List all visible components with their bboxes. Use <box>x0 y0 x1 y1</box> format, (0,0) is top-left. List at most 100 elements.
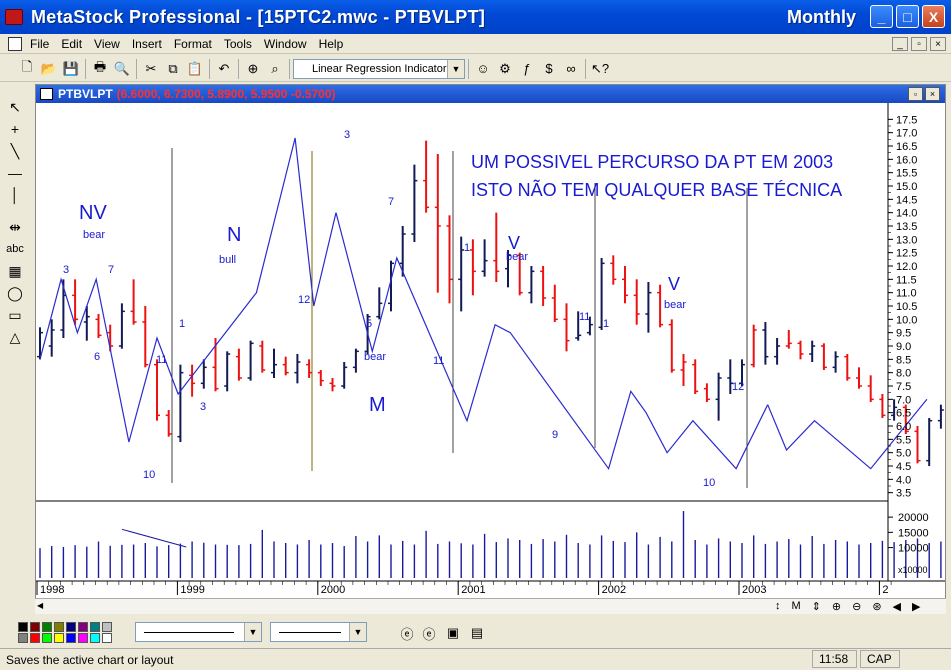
mdi-minimize-icon[interactable]: _ <box>892 37 908 51</box>
color-swatch[interactable] <box>102 622 112 632</box>
price-axis-label: 9.0 <box>896 341 911 353</box>
toolbar-separator <box>468 58 469 79</box>
text-tool-icon[interactable]: abc <box>6 243 24 255</box>
color-swatch[interactable] <box>78 622 88 632</box>
paste-icon[interactable]: 📋 <box>186 60 204 76</box>
color-swatch[interactable] <box>30 622 40 632</box>
menu-help[interactable]: Help <box>318 36 344 51</box>
zoom-icon[interactable]: ⌕ <box>271 60 279 76</box>
color-swatch[interactable] <box>66 622 76 632</box>
wave-count-label: 12 <box>732 381 744 393</box>
zoom-reset-icon[interactable]: ⊛ <box>872 601 882 613</box>
crosshair-tool-icon[interactable]: + <box>10 121 20 137</box>
chevron-down-icon[interactable]: ▼ <box>447 59 464 78</box>
print-icon[interactable]: 🖶 <box>93 58 107 74</box>
menu-file[interactable]: File <box>30 36 50 51</box>
wave-count-label: 7 <box>388 196 394 208</box>
horizontal-line-icon[interactable]: — <box>8 165 22 181</box>
close-button[interactable]: X <box>922 5 945 28</box>
line-style-combo[interactable]: ▼ <box>135 622 262 642</box>
projection-line <box>767 398 928 470</box>
month-icon[interactable]: M <box>791 600 801 612</box>
chart-close-icon[interactable]: × <box>925 87 940 101</box>
color-swatch[interactable] <box>42 622 52 632</box>
menu-tools[interactable]: Tools <box>223 36 252 51</box>
color-swatch[interactable] <box>66 633 76 643</box>
color-palette[interactable] <box>18 622 114 644</box>
line-weight-combo[interactable]: ▼ <box>270 622 367 642</box>
wave-count-label: 7 <box>108 264 114 276</box>
web-icon[interactable]: ⓔ <box>400 626 414 642</box>
new-file-icon[interactable]: 🗋 <box>21 58 33 74</box>
scroll-prev-icon[interactable]: ◀ <box>892 601 902 613</box>
mdi-restore-icon[interactable]: ▫ <box>911 37 927 51</box>
chart-restore-icon[interactable]: ▫ <box>908 87 923 101</box>
volume-axis-label: 15000 <box>898 527 929 539</box>
layout-icon[interactable]: ▤ <box>470 625 484 640</box>
menu-view[interactable]: View <box>94 36 120 51</box>
ellipse-tool-icon[interactable]: ◯ <box>7 284 23 301</box>
scroll-next-icon[interactable]: ▶ <box>912 601 921 613</box>
crosshair-icon[interactable]: ⊕ <box>247 60 259 76</box>
print-preview-icon[interactable]: 🔍 <box>113 60 131 76</box>
scale-icon[interactable]: ⇕ <box>811 601 821 613</box>
color-swatch[interactable] <box>90 633 100 643</box>
headline-line-1: UM POSSIVEL PERCURSO DA PT EM 2003 <box>471 152 833 172</box>
chart-scrollbar[interactable]: ◀ ↕ M ⇕ ⊕ ⊖ ⊛ ◀ ▶ <box>35 598 946 614</box>
wave-count-label: 9 <box>552 429 558 441</box>
zoom-out-icon[interactable]: ⊖ <box>852 601 862 613</box>
expert-advisor-icon[interactable]: ☺ <box>476 61 490 76</box>
color-swatch[interactable] <box>18 622 28 632</box>
color-swatch[interactable] <box>18 633 28 643</box>
color-swatch[interactable] <box>102 633 112 643</box>
cycle-lines-icon[interactable]: ⇹ <box>9 218 21 235</box>
undo-icon[interactable]: ↶ <box>218 60 230 76</box>
system-tester-icon[interactable]: ⚙ <box>499 60 511 76</box>
zoom-in-icon[interactable]: ⊕ <box>831 601 842 613</box>
data-window-icon[interactable]: ▣ <box>446 625 460 640</box>
color-swatch[interactable] <box>54 633 64 643</box>
color-swatch[interactable] <box>54 622 64 632</box>
time-axis-label: 2002 <box>602 584 626 596</box>
menu-window[interactable]: Window <box>263 36 307 51</box>
chart-window-icon[interactable] <box>40 88 53 100</box>
menu-insert[interactable]: Insert <box>131 36 162 51</box>
wave-count-label: 12 <box>298 294 310 306</box>
web-refresh-icon[interactable]: ⓔ <box>422 626 436 642</box>
context-help-icon[interactable]: ↖? <box>590 60 610 76</box>
color-swatch[interactable] <box>78 633 88 643</box>
price-axis-label: 8.5 <box>896 354 911 366</box>
price-axis-label: 13.5 <box>896 221 917 233</box>
wave-count-label: 5 <box>366 318 372 330</box>
chevron-down-icon[interactable]: ▼ <box>349 623 366 641</box>
minimize-button[interactable]: _ <box>870 5 893 28</box>
wave-sub-v2: bear <box>664 299 686 311</box>
mdi-close-icon[interactable]: × <box>930 37 946 51</box>
scroll-left-icon[interactable]: ◀ <box>37 601 44 610</box>
color-swatch[interactable] <box>90 622 100 632</box>
open-folder-icon[interactable]: 📂 <box>40 60 58 76</box>
price-chart[interactable]: 17.517.016.516.015.515.014.514.013.513.0… <box>36 103 945 598</box>
cut-icon[interactable]: ✂ <box>145 60 157 76</box>
pointer-icon[interactable]: ↖ <box>9 98 21 115</box>
document-icon[interactable] <box>8 36 22 51</box>
grid-tool-icon[interactable]: ▦ <box>8 262 22 279</box>
scroll-left-end-icon[interactable]: ↕ <box>775 600 781 612</box>
formula-icon[interactable]: ƒ <box>523 61 531 76</box>
indicator-combo[interactable]: Linear Regression Indicator ▼ <box>293 58 465 79</box>
dollar-icon[interactable]: $ <box>545 61 553 76</box>
explorer-binoculars-icon[interactable]: ∞ <box>566 61 576 76</box>
menu-edit[interactable]: Edit <box>61 36 83 51</box>
vertical-line-icon[interactable]: │ <box>10 187 20 203</box>
trendline-icon[interactable]: ╲ <box>10 142 20 159</box>
copy-icon[interactable]: ⧉ <box>168 60 178 76</box>
time-axis-label: 2000 <box>321 584 345 596</box>
triangle-tool-icon[interactable]: △ <box>9 328 21 345</box>
menu-format[interactable]: Format <box>173 36 212 51</box>
color-swatch[interactable] <box>42 633 52 643</box>
rectangle-tool-icon[interactable]: ▭ <box>8 306 22 323</box>
save-icon[interactable]: 💾 <box>62 60 80 76</box>
chevron-down-icon[interactable]: ▼ <box>244 623 261 641</box>
color-swatch[interactable] <box>30 633 40 643</box>
maximize-button[interactable]: □ <box>896 5 919 28</box>
